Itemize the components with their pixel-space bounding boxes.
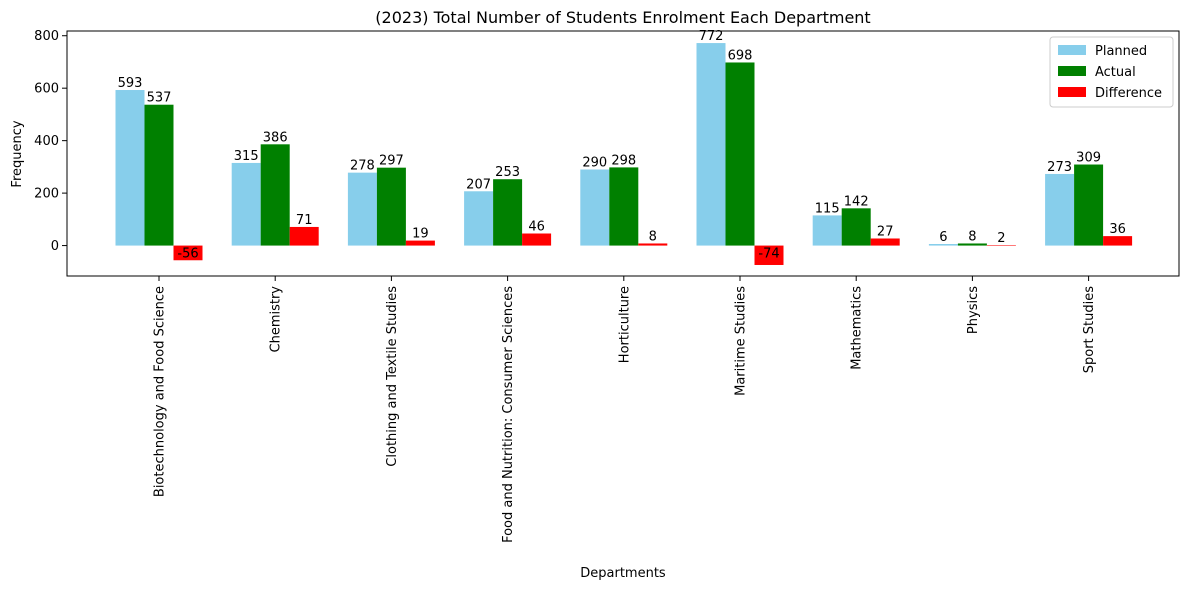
data-label: 253 (495, 165, 520, 180)
data-label: 698 (728, 48, 753, 63)
x-tick-label: Sport Studies (1082, 286, 1097, 373)
y-tick-label: 0 (51, 239, 59, 254)
bar-actual (609, 167, 639, 246)
bar-actual (260, 144, 290, 246)
data-label: 27 (877, 224, 894, 239)
bar-actual (493, 179, 523, 246)
y-tick-label: 400 (34, 134, 59, 149)
bar-difference (638, 243, 668, 246)
data-label: 6 (939, 230, 947, 245)
data-label: 297 (379, 154, 404, 169)
x-tick-label: Maritime Studies (734, 286, 749, 396)
bar-difference (754, 245, 784, 265)
data-label: 386 (263, 130, 288, 145)
x-tick-label: Clothing and Textile Studies (385, 286, 400, 467)
bar-difference (289, 226, 319, 246)
bar-planned (812, 215, 842, 246)
legend-label: Actual (1095, 65, 1136, 80)
bar-planned (928, 243, 958, 246)
y-tick-label: 600 (34, 82, 59, 97)
x-tick-label: Mathematics (850, 286, 865, 370)
x-tick-label: Horticulture (617, 286, 632, 363)
data-label: 537 (147, 91, 172, 106)
data-label: 19 (412, 227, 429, 242)
data-label: -74 (758, 247, 779, 262)
chart-title: (2023) Total Number of Students Enrolmen… (375, 8, 870, 27)
x-axis-label: Departments (580, 566, 666, 581)
x-tick-label: Food and Nutrition: Consumer Sciences (501, 286, 516, 543)
x-tick-label: Biotechnology and Food Science (153, 286, 168, 497)
y-tick-label: 200 (34, 187, 59, 202)
data-label: 278 (350, 159, 375, 174)
data-label: 273 (1047, 160, 1072, 175)
bar-difference (1103, 236, 1133, 246)
bar-planned (1045, 173, 1075, 246)
legend-label: Planned (1095, 44, 1147, 59)
bar-actual (1074, 164, 1104, 246)
bar-planned (464, 191, 494, 246)
bar-planned (696, 43, 726, 246)
data-label: 290 (582, 156, 607, 171)
bar-difference (986, 245, 1016, 246)
data-label: 71 (296, 213, 313, 228)
data-label: 8 (649, 229, 657, 244)
legend-swatch (1058, 87, 1086, 97)
data-label: 8 (968, 229, 976, 244)
bar-planned (231, 162, 261, 246)
bar-actual (376, 167, 406, 246)
x-tick-label: Physics (966, 286, 981, 334)
legend-swatch (1058, 45, 1086, 55)
bar-actual (144, 104, 174, 246)
data-label: -56 (177, 247, 198, 262)
y-axis-label: Frequency (10, 120, 25, 187)
bar-difference (405, 240, 435, 246)
data-label: 115 (815, 201, 840, 216)
data-label: 207 (466, 177, 491, 192)
data-label: 309 (1076, 151, 1101, 166)
data-label: 2 (997, 231, 1005, 246)
data-label: 36 (1109, 222, 1126, 237)
legend: Planned Actual Difference (1049, 36, 1174, 108)
data-label: 772 (699, 29, 724, 44)
data-label: 46 (528, 220, 545, 235)
bar-actual (725, 62, 755, 246)
y-tick-label: 800 (34, 29, 59, 44)
bar-difference (870, 238, 900, 246)
bar-difference (173, 245, 203, 261)
plot-frame (66, 30, 1180, 277)
bar-planned (115, 90, 145, 246)
x-tick-label: Chemistry (269, 286, 284, 353)
data-label: 298 (611, 153, 636, 168)
bar-difference (522, 233, 552, 246)
bar-actual (841, 208, 871, 246)
bar-planned (347, 172, 377, 246)
plot-area: 0 200 400 600 800 Biotechnology and Food Scie… (34, 29, 1133, 543)
legend-swatch (1058, 66, 1086, 76)
data-label: 142 (844, 194, 869, 209)
bar-actual (957, 243, 987, 246)
legend-label: Difference (1095, 86, 1162, 101)
data-label: 593 (118, 76, 143, 91)
data-label: 315 (234, 149, 259, 164)
bar-planned (580, 169, 610, 246)
